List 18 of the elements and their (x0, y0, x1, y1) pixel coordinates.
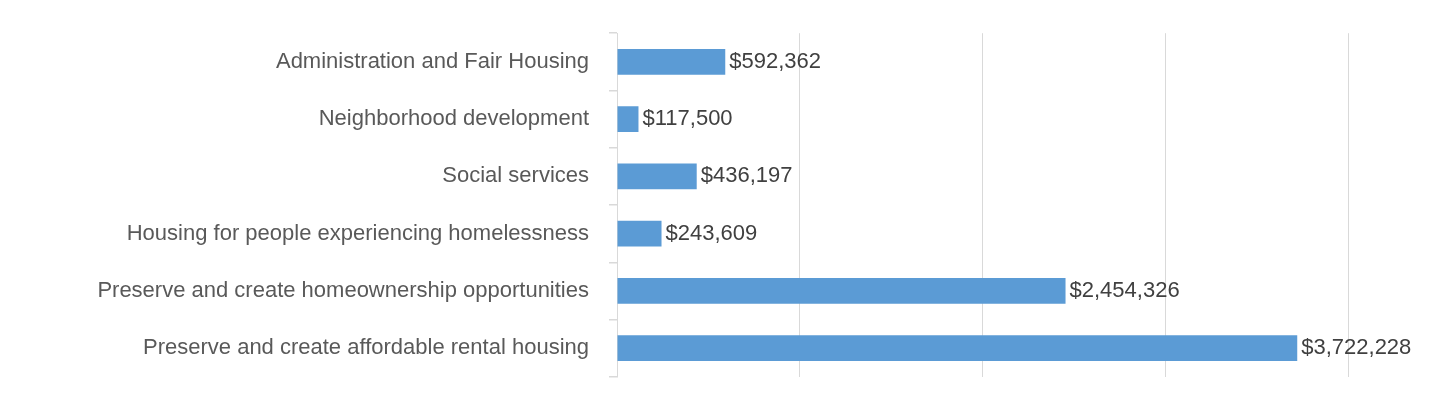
y-tick-label: Preserve and create homeownership opportunities (97, 276, 589, 302)
data-label: $592,362 (729, 47, 822, 73)
y-tick-label: Neighborhood development (318, 105, 589, 131)
bar (617, 278, 1066, 304)
bar (617, 163, 697, 190)
data-label: $436,197 (700, 162, 793, 188)
data-label: $117,500 (642, 105, 733, 131)
data-label: $243,609 (665, 219, 758, 245)
y-tick-label: Housing for people experiencing homelessness (126, 219, 589, 245)
y-tick-label: Administration and Fair Housing (275, 47, 589, 73)
data-label: $3,722,228 (1301, 334, 1412, 360)
bar (617, 335, 1298, 362)
y-tick-label: Preserve and create affordable rental housing (143, 334, 589, 360)
bar (617, 48, 726, 75)
bar (617, 220, 662, 247)
y-tick-label: Social services (442, 162, 589, 188)
data-label: $2,454,326 (1069, 276, 1180, 302)
bar (617, 106, 639, 132)
